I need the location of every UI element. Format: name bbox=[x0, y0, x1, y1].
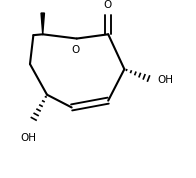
Polygon shape bbox=[41, 13, 44, 34]
Text: O: O bbox=[103, 1, 112, 11]
Text: OH: OH bbox=[158, 75, 173, 85]
Text: OH: OH bbox=[20, 133, 36, 143]
Text: O: O bbox=[72, 45, 80, 55]
